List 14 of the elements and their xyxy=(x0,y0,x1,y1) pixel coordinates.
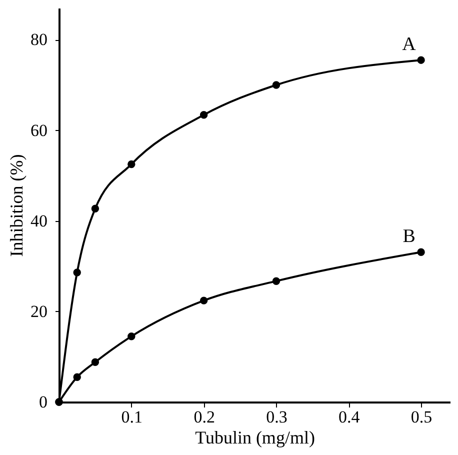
y-tick-label: 0 xyxy=(39,392,48,412)
y-tick-label: 80 xyxy=(30,30,48,50)
x-tick-label: 0.3 xyxy=(266,408,288,426)
y-tick-label: 20 xyxy=(30,302,48,321)
x-tick-label: 0.4 xyxy=(338,408,360,426)
series-label: A xyxy=(402,34,416,56)
x-tick-label: 0.5 xyxy=(410,408,432,426)
y-tick-label: 60 xyxy=(30,120,48,140)
y-axis-title: Inhibition (%) xyxy=(6,154,26,257)
series-label: B xyxy=(402,226,416,248)
y-tick-label: 40 xyxy=(30,211,48,230)
x-axis-title: Tubulin (mg/ml) xyxy=(195,428,315,448)
x-tick-label: 0.2 xyxy=(194,408,215,426)
x-tick-label: 0.1 xyxy=(121,408,143,426)
